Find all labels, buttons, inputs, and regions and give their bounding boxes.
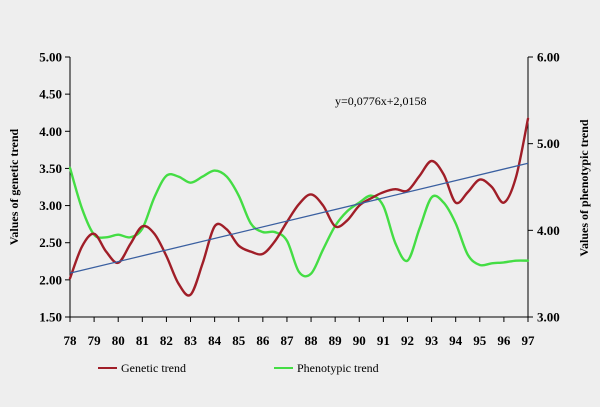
series-genetic-trend-line — [68, 117, 530, 297]
x-tick-label: 93 — [425, 333, 439, 348]
x-tick-label: 86 — [256, 333, 270, 348]
trend-equation: y=0,0776x+2,0158 — [335, 94, 427, 108]
x-tick-label: 79 — [88, 333, 102, 348]
x-tick-label: 80 — [112, 333, 125, 348]
left-tick-label: 3.50 — [39, 161, 62, 176]
plot-frame — [69, 57, 529, 318]
legend: Genetic trend Phenotypic trend — [98, 361, 379, 375]
right-axis-title: Values of phenotypic trend — [577, 119, 591, 256]
left-tick-label: 4.50 — [39, 87, 62, 102]
regression-trend-line — [69, 162, 529, 274]
left-axis-ticks: 1.50 2.00 2.50 3.00 3.50 4.00 4.50 5.00 — [39, 50, 70, 325]
x-tick-label: 84 — [208, 333, 222, 348]
legend-label-genetic: Genetic trend — [121, 361, 186, 375]
x-tick-label: 82 — [160, 333, 173, 348]
left-tick-label: 4.00 — [39, 124, 62, 139]
x-tick-label: 85 — [232, 333, 246, 348]
x-tick-label: 89 — [329, 333, 343, 348]
x-tick-label: 83 — [184, 333, 198, 348]
x-tick-label: 78 — [64, 333, 78, 348]
x-tick-label: 94 — [449, 333, 463, 348]
left-tick-label: 2.00 — [39, 272, 62, 287]
series-phenotypic-trend-line — [68, 166, 530, 278]
x-axis-ticks: 78 79 80 81 82 83 84 85 86 87 88 89 90 91 92 93 94 95 96 97 — [64, 317, 536, 348]
x-tick-label: 91 — [377, 333, 390, 348]
left-tick-label: 3.00 — [39, 198, 62, 213]
right-tick-label: 3.00 — [537, 310, 560, 325]
x-tick-label: 92 — [401, 333, 414, 348]
right-tick-label: 5.00 — [537, 136, 560, 151]
x-tick-label: 81 — [136, 333, 149, 348]
left-tick-label: 2.50 — [39, 235, 62, 250]
left-tick-label: 1.50 — [39, 310, 62, 325]
x-tick-label: 96 — [497, 333, 511, 348]
x-tick-label: 87 — [280, 333, 294, 348]
left-tick-label: 5.00 — [39, 50, 62, 65]
right-axis-ticks: 3.00 4.00 5.00 6.00 — [528, 50, 560, 325]
x-tick-label: 95 — [473, 333, 487, 348]
right-tick-label: 4.00 — [537, 223, 560, 238]
right-tick-label: 6.00 — [537, 50, 560, 65]
series-layer — [68, 117, 530, 297]
x-tick-label: 88 — [305, 333, 319, 348]
left-axis-title: Values of genetic trend — [7, 129, 21, 246]
legend-label-phenotypic: Phenotypic trend — [297, 361, 379, 375]
x-tick-label: 97 — [522, 333, 536, 348]
x-tick-label: 90 — [353, 333, 366, 348]
